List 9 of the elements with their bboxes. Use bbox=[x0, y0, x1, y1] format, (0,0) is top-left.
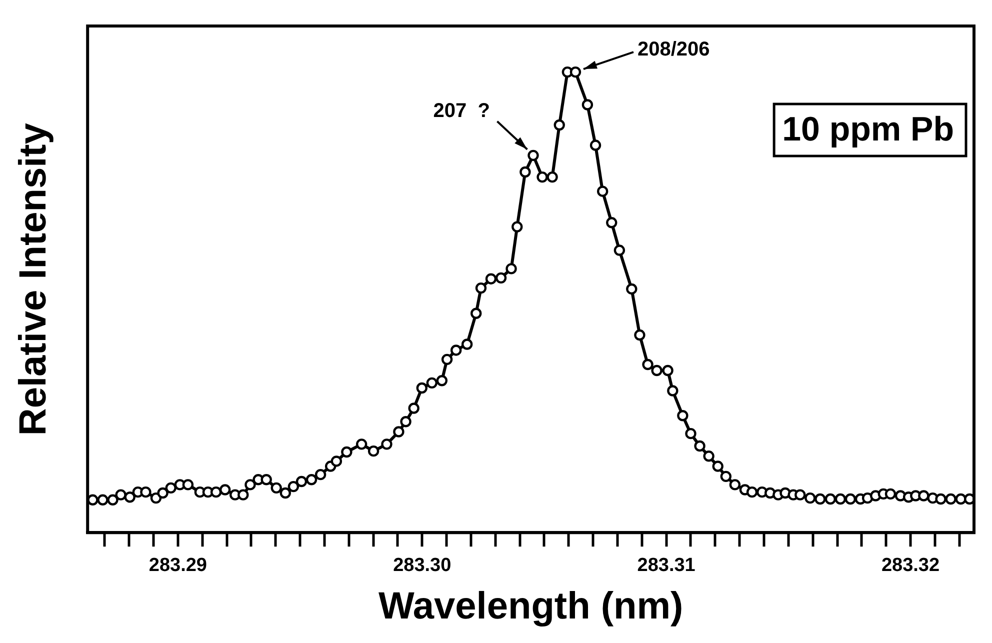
x-tick-label: 283.32 bbox=[881, 555, 940, 576]
x-axis-title: Wavelength (nm) bbox=[378, 586, 684, 628]
y-axis-title: Relative Intensity bbox=[12, 123, 54, 436]
annotation: 208/206 bbox=[637, 38, 710, 61]
annotation: 207 ? bbox=[433, 100, 490, 122]
x-tick-label: 283.31 bbox=[637, 555, 696, 576]
annotation: 10 ppm Pb bbox=[782, 110, 954, 148]
x-tick-label: 283.29 bbox=[148, 555, 208, 576]
x-tick-label: 283.30 bbox=[393, 555, 452, 576]
